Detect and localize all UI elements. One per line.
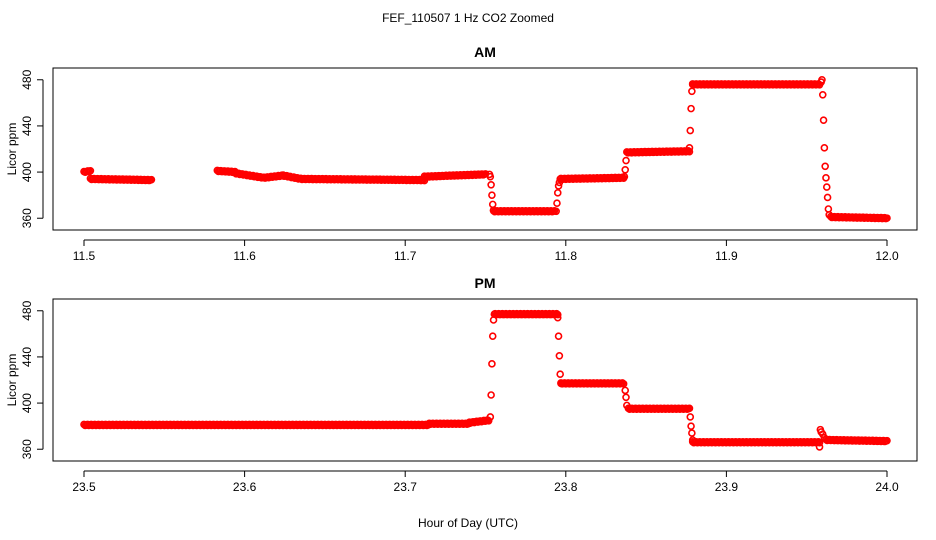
x-tick-label-pm: 23.5: [72, 480, 96, 494]
data-point: [815, 438, 824, 447]
data-point: [883, 214, 891, 222]
data-point: [488, 191, 496, 199]
y-tick-label-pm: 360: [20, 439, 34, 459]
data-point: [490, 310, 499, 319]
x-tick-label-am: 11.5: [73, 249, 96, 263]
data-point: [818, 75, 826, 84]
data-point: [687, 104, 695, 113]
series-points-pm: [80, 309, 891, 451]
x-tick-label-am: 12.0: [875, 249, 899, 263]
data-point: [552, 207, 560, 216]
y-tick-label-am: 480: [20, 69, 34, 89]
data-point: [556, 370, 564, 379]
x-tick-label-am: 11.6: [233, 249, 256, 263]
x-tick-label-pm: 23.9: [715, 480, 739, 494]
y-tick-label-pm: 400: [20, 393, 34, 413]
x-tick-label-am: 11.9: [715, 249, 738, 263]
panel-title-am: AM: [474, 44, 496, 60]
data-point: [488, 360, 496, 368]
plot-frame-am: [52, 67, 918, 231]
data-point: [488, 332, 497, 340]
x-tick-label-am: 11.7: [394, 249, 417, 263]
data-point: [621, 165, 630, 174]
data-point: [554, 182, 563, 190]
panel-title-pm: PM: [475, 275, 496, 291]
data-point: [556, 175, 564, 183]
data-point: [620, 172, 629, 181]
panel-pm: PM Licor ppm 23.5 23.6 23.7 23.8 23.9 24.0 360 40…: [5, 275, 918, 494]
data-point: [820, 144, 829, 152]
data-point: [557, 379, 565, 388]
x-tick-label-pm: 24.0: [875, 480, 899, 494]
data-point: [686, 413, 695, 421]
data-point: [825, 210, 833, 219]
data-point: [623, 401, 631, 410]
data-point: [621, 386, 630, 395]
data-point: [553, 313, 562, 322]
data-point: [687, 422, 695, 430]
data-point: [553, 310, 562, 319]
y-tick-label-am: 440: [20, 116, 34, 136]
data-point: [818, 90, 827, 99]
data-point: [688, 80, 697, 89]
x-tick-label-am: 11.8: [555, 249, 578, 263]
data-point: [820, 433, 829, 442]
data-point: [619, 380, 628, 388]
data-point: [484, 416, 493, 425]
data-point: [688, 429, 696, 437]
data-point: [553, 199, 561, 208]
data-point: [822, 183, 831, 191]
data-point: [688, 87, 696, 96]
y-tick-label-am: 400: [20, 162, 34, 182]
data-point: [821, 162, 829, 171]
x-axis-title: Hour of Day (UTC): [418, 516, 518, 530]
data-point: [685, 404, 694, 413]
data-point: [554, 332, 563, 340]
data-point: [622, 393, 630, 402]
data-point: [486, 413, 495, 421]
x-tick-label-pm: 23.6: [233, 480, 257, 494]
data-point: [685, 147, 694, 156]
panel-am: AM Licor ppm 11.5 11.6 11.7 11.8 11.9 12.0 360 40…: [5, 44, 918, 263]
data-point: [883, 436, 891, 445]
y-tick-label-am: 360: [20, 208, 34, 228]
data-point: [147, 175, 156, 184]
x-tick-label-pm: 23.8: [554, 480, 578, 494]
data-point: [487, 391, 495, 399]
data-point: [486, 172, 495, 181]
data-point: [822, 174, 830, 182]
y-tick-label-pm: 440: [20, 347, 34, 367]
y-axis-title-pm: Licor ppm: [5, 354, 19, 407]
data-point: [489, 206, 498, 214]
data-point: [487, 180, 495, 189]
data-point: [686, 126, 695, 135]
data-point: [555, 178, 564, 187]
data-point: [555, 351, 564, 360]
plot-frame-pm: [52, 298, 918, 462]
y-axis-title-am: Licor ppm: [5, 123, 19, 176]
data-point: [819, 116, 828, 124]
data-point: [553, 189, 562, 197]
data-point: [823, 193, 832, 202]
data-point: [685, 144, 694, 152]
x-tick-label-pm: 23.7: [394, 480, 418, 494]
y-tick-label-pm: 480: [20, 300, 34, 320]
data-point: [688, 436, 697, 444]
figure-title: FEF_110507 1 Hz CO2 Zoomed: [382, 11, 554, 25]
data-point: [86, 167, 95, 175]
data-point: [622, 156, 630, 165]
series-points-am: [80, 75, 891, 223]
data-point: [815, 443, 824, 451]
